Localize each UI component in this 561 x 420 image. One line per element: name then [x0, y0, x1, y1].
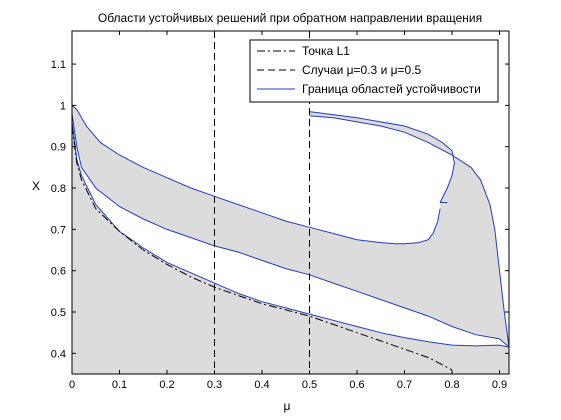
series-l1 [71, 125, 453, 371]
x-tick-label-0_5: 0.5 [302, 379, 317, 391]
boundary-curve-0 [71, 105, 441, 245]
x-tick-label-0_1: 0.1 [112, 379, 127, 391]
region-band [72, 105, 310, 275]
y-tick-label-0_5: 0.5 [51, 307, 66, 319]
x-tick-label-0_6: 0.6 [349, 379, 364, 391]
y-tick-label-1_1: 1.1 [51, 59, 66, 71]
axes-frame [71, 30, 510, 375]
legend-box [249, 39, 499, 103]
axis-ticks: 0 0.1 0.2 0.3 0.4 0.5 0.6 0.7 0.8 0.9 0.4 0.5 0.6 0.7… [51, 31, 509, 391]
boundary-curve-2 [71, 121, 510, 348]
x-tick-label-0_8: 0.8 [444, 379, 459, 391]
boundary-curve-1 [71, 113, 510, 348]
x-tick-label-0_7: 0.7 [397, 379, 412, 391]
y-tick-label-0_9: 0.9 [51, 142, 66, 154]
legend-label-l1: Точка L1 [302, 44, 350, 58]
region-crescent [309, 111, 509, 348]
legend: Точка L1 Случаи μ=0.3 и μ=0.5 Граница об… [249, 39, 499, 103]
chart-title: Области устойчивых решений при обратном … [98, 11, 482, 25]
legend-label-boundary: Граница областей устойчивости [302, 82, 481, 96]
y-tick-label-1: 1 [60, 100, 66, 112]
x-tick-label-0_9: 0.9 [492, 379, 507, 391]
x-tick-label-0_3: 0.3 [207, 379, 222, 391]
boundary-curve-4 [309, 111, 455, 203]
x-tick-label-0_2: 0.2 [159, 379, 174, 391]
legend-label-cases: Случаи μ=0.3 и μ=0.5 [302, 63, 422, 77]
y-tick-label-0_6: 0.6 [51, 266, 66, 278]
y-tick-label-0_4: 0.4 [51, 348, 66, 360]
y-tick-label-0_8: 0.8 [51, 183, 66, 195]
y-tick-label-0_7: 0.7 [51, 224, 66, 236]
x-tick-label-0: 0 [69, 379, 75, 391]
x-tick-label-0_4: 0.4 [254, 379, 269, 391]
region-lower [72, 121, 509, 375]
boundary-curve-3 [309, 115, 510, 348]
y-axis-label: X [32, 179, 40, 193]
x-axis-label: μ [284, 399, 291, 413]
